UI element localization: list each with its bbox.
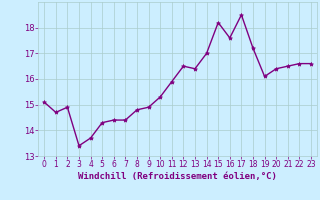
X-axis label: Windchill (Refroidissement éolien,°C): Windchill (Refroidissement éolien,°C) [78,172,277,181]
